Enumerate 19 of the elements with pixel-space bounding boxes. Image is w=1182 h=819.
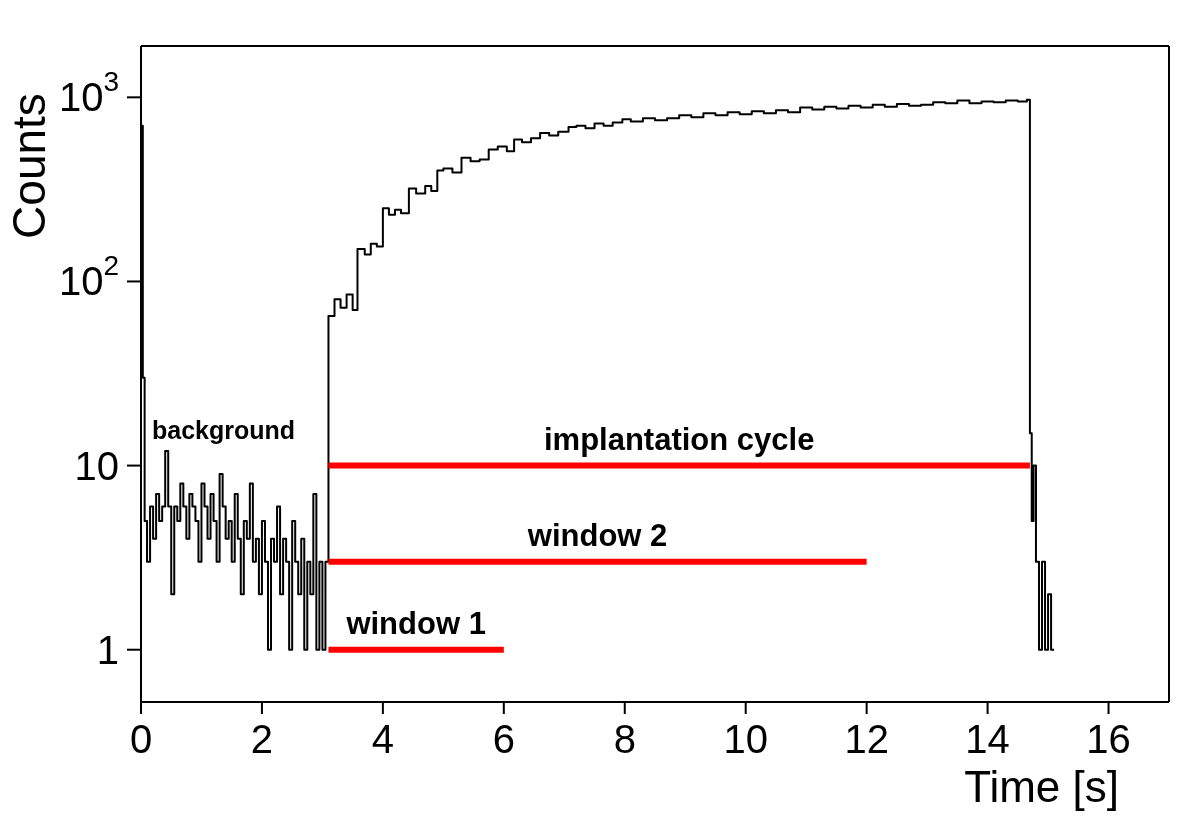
x-tick-label: 14 <box>965 716 1010 761</box>
y-tick-label: 10 <box>74 443 119 488</box>
x-axis-title: Time [s] <box>964 762 1119 811</box>
series-label: window 1 <box>345 605 486 641</box>
series-label: implantation cycle <box>543 421 815 457</box>
y-tick-label: 10$^{2}$ <box>58 250 119 304</box>
x-tick-label: 4 <box>371 716 395 761</box>
y-tick-label: 10$^{3}$ <box>58 66 119 120</box>
y-axis-title: Counts <box>3 93 55 239</box>
x-tick-label: 0 <box>129 716 153 761</box>
y-tick-label: 1 <box>96 627 119 672</box>
x-tick-label: 16 <box>1086 716 1131 761</box>
annotation: background <box>152 416 296 445</box>
x-tick-label: 8 <box>613 716 636 761</box>
x-tick-label: 10 <box>723 716 768 761</box>
x-tick-label: 2 <box>250 716 274 761</box>
x-tick-label: 6 <box>492 716 515 761</box>
series-label: window 2 <box>526 517 668 553</box>
x-tick-label: 12 <box>844 716 889 761</box>
